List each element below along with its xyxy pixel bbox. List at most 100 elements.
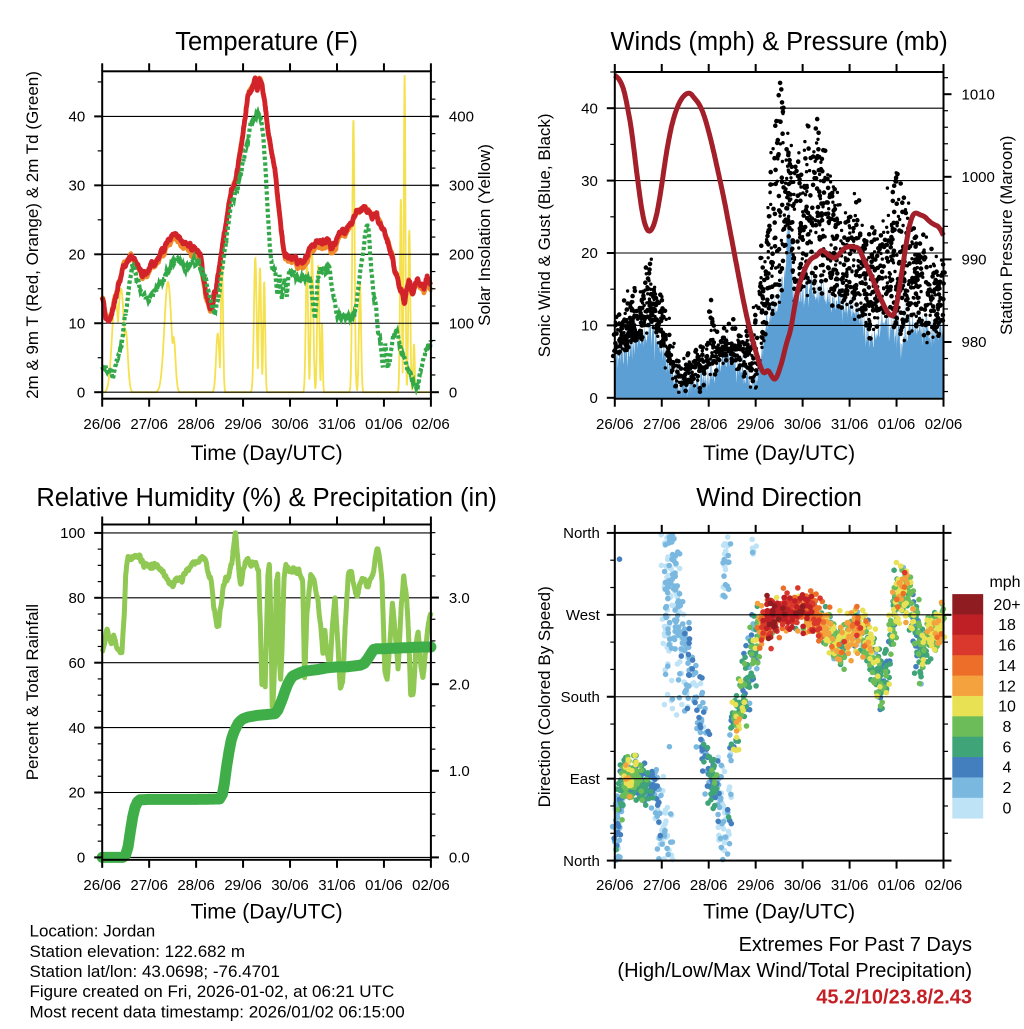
svg-text:2: 2 [1003, 780, 1012, 797]
svg-text:01/06: 01/06 [878, 416, 916, 433]
svg-text:02/06: 02/06 [925, 877, 963, 894]
svg-text:01/06: 01/06 [878, 877, 916, 894]
svg-text:29/06: 29/06 [224, 416, 262, 433]
svg-text:20+: 20+ [993, 597, 1020, 614]
svg-text:Location: Jordan: Location: Jordan [30, 922, 156, 941]
svg-text:26/06: 26/06 [596, 416, 634, 433]
svg-text:North: North [563, 525, 600, 542]
svg-text:100: 100 [60, 525, 85, 542]
svg-text:0: 0 [1003, 801, 1012, 818]
svg-text:Station lat/lon: 43.0698; -76.: Station lat/lon: 43.0698; -76.4701 [30, 962, 280, 981]
svg-text:0: 0 [449, 384, 457, 401]
svg-text:30: 30 [581, 173, 598, 190]
svg-text:45.2/10/23.8/2.43: 45.2/10/23.8/2.43 [816, 987, 972, 1009]
svg-text:02/06: 02/06 [925, 416, 963, 433]
svg-text:60: 60 [69, 655, 86, 672]
svg-text:30/06: 30/06 [271, 877, 309, 894]
svg-text:27/06: 27/06 [643, 877, 681, 894]
svg-text:20: 20 [581, 245, 598, 262]
svg-text:Direction (Colored By Speed): Direction (Colored By Speed) [535, 586, 554, 807]
svg-text:40: 40 [581, 100, 598, 117]
svg-text:27/06: 27/06 [643, 416, 681, 433]
svg-text:Time (Day/UTC): Time (Day/UTC) [191, 901, 343, 924]
svg-text:West: West [566, 607, 601, 624]
svg-text:Time (Day/UTC): Time (Day/UTC) [703, 442, 855, 465]
svg-text:20: 20 [69, 785, 86, 802]
svg-text:2.0: 2.0 [449, 676, 470, 693]
svg-text:6: 6 [1003, 739, 1012, 756]
svg-text:31/06: 31/06 [318, 877, 356, 894]
svg-text:300: 300 [449, 178, 474, 195]
svg-text:Extremes For Past 7 Days: Extremes For Past 7 Days [739, 934, 972, 956]
svg-text:30/06: 30/06 [784, 416, 822, 433]
svg-text:mph: mph [989, 574, 1020, 591]
svg-text:North: North [563, 853, 600, 870]
svg-text:Sonic Wind & Gust (Blue, Black: Sonic Wind & Gust (Blue, Black) [535, 113, 554, 357]
svg-text:30/06: 30/06 [784, 877, 822, 894]
svg-text:Most recent data timestamp: 20: Most recent data timestamp: 2026/01/02 0… [30, 1002, 405, 1021]
svg-text:Wind Direction: Wind Direction [696, 484, 862, 512]
svg-text:2m & 9m T (Red, Orange) & 2m T: 2m & 9m T (Red, Orange) & 2m Td (Green) [23, 71, 42, 399]
svg-text:Time (Day/UTC): Time (Day/UTC) [703, 901, 855, 924]
svg-text:28/06: 28/06 [690, 877, 728, 894]
svg-text:01/06: 01/06 [365, 416, 403, 433]
svg-text:28/06: 28/06 [177, 416, 215, 433]
svg-text:South: South [561, 689, 600, 706]
svg-text:80: 80 [69, 590, 86, 607]
svg-text:Percent & Total Rainfall: Percent & Total Rainfall [23, 604, 42, 780]
svg-text:02/06: 02/06 [412, 877, 450, 894]
svg-text:Time (Day/UTC): Time (Day/UTC) [191, 442, 343, 465]
svg-text:Temperature (F): Temperature (F) [175, 28, 358, 56]
svg-text:18: 18 [998, 617, 1016, 634]
svg-text:Station elevation: 122.682 m: Station elevation: 122.682 m [30, 942, 245, 961]
svg-text:29/06: 29/06 [737, 416, 775, 433]
svg-text:990: 990 [962, 252, 987, 269]
svg-text:0: 0 [77, 384, 85, 401]
svg-text:30/06: 30/06 [271, 416, 309, 433]
svg-text:27/06: 27/06 [130, 877, 168, 894]
svg-text:29/06: 29/06 [224, 877, 262, 894]
svg-text:100: 100 [449, 315, 474, 332]
svg-text:28/06: 28/06 [690, 416, 728, 433]
svg-text:Relative Humidity (%) & Precip: Relative Humidity (%) & Precipitation (i… [36, 484, 497, 512]
svg-text:8: 8 [1003, 719, 1012, 736]
svg-text:10: 10 [69, 315, 86, 332]
svg-text:27/06: 27/06 [130, 416, 168, 433]
svg-text:26/06: 26/06 [596, 877, 634, 894]
svg-text:14: 14 [998, 658, 1016, 675]
svg-text:Station Pressure (Maroon): Station Pressure (Maroon) [997, 136, 1016, 335]
svg-text:31/06: 31/06 [318, 416, 356, 433]
svg-text:1010: 1010 [962, 86, 995, 103]
svg-text:0: 0 [589, 390, 597, 407]
svg-text:31/06: 31/06 [831, 416, 869, 433]
svg-text:31/06: 31/06 [831, 877, 869, 894]
svg-text:29/06: 29/06 [737, 877, 775, 894]
svg-text:200: 200 [449, 247, 474, 264]
svg-text:3.0: 3.0 [449, 590, 470, 607]
svg-text:40: 40 [69, 720, 86, 737]
svg-text:East: East [570, 771, 601, 788]
svg-text:26/06: 26/06 [83, 416, 121, 433]
svg-text:16: 16 [998, 638, 1016, 655]
svg-text:Winds (mph) & Pressure (mb): Winds (mph) & Pressure (mb) [610, 28, 947, 56]
svg-text:30: 30 [69, 178, 86, 195]
svg-text:400: 400 [449, 109, 474, 126]
svg-text:0.0: 0.0 [449, 850, 470, 867]
svg-text:4: 4 [1003, 760, 1012, 777]
svg-text:40: 40 [69, 109, 86, 126]
svg-text:01/06: 01/06 [365, 877, 403, 894]
svg-text:(High/Low/Max Wind/Total Preci: (High/Low/Max Wind/Total Precipitation) [617, 960, 972, 982]
svg-text:0: 0 [77, 850, 85, 867]
svg-text:Figure created on Fri, 2026-01: Figure created on Fri, 2026-01-02, at 06… [30, 982, 395, 1001]
svg-text:20: 20 [69, 247, 86, 264]
svg-text:12: 12 [998, 678, 1016, 695]
svg-text:Solar Insolation (Yellow): Solar Insolation (Yellow) [475, 144, 494, 326]
svg-text:1.0: 1.0 [449, 763, 470, 780]
svg-text:26/06: 26/06 [83, 877, 121, 894]
svg-text:28/06: 28/06 [177, 877, 215, 894]
svg-text:10: 10 [998, 699, 1016, 716]
svg-text:980: 980 [962, 334, 987, 351]
svg-text:02/06: 02/06 [412, 416, 450, 433]
svg-text:1000: 1000 [962, 169, 995, 186]
svg-text:10: 10 [581, 318, 598, 335]
